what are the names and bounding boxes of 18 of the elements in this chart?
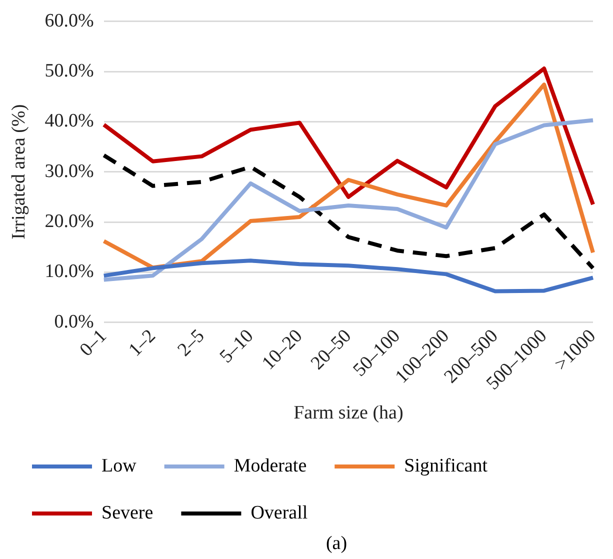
y-tick-label: 20.0% [44, 211, 94, 232]
x-tick-label: 2–5 [174, 326, 209, 361]
legend-label: Moderate [234, 455, 307, 476]
legend-label: Low [102, 455, 137, 476]
y-tick-label: 30.0% [44, 160, 94, 182]
y-tick-label: 50.0% [44, 60, 94, 82]
legend-label: Significant [404, 455, 488, 476]
y-tick-label: 10.0% [44, 261, 94, 282]
legend-label: Severe [102, 502, 154, 524]
text: (a) [324, 533, 348, 555]
x-tick-label: 1–2 [124, 326, 160, 361]
y-tick-label: 60.0% [44, 10, 94, 32]
line-series [102, 153, 595, 270]
y-tick-label: 40.0% [44, 110, 94, 132]
legend-label: Overall [250, 502, 308, 524]
y-tick-label: 0.0% [54, 311, 94, 332]
y-axis-title: Irrigated area (%) [8, 104, 30, 240]
x-axis-title: Farm size (ha) [294, 402, 404, 424]
